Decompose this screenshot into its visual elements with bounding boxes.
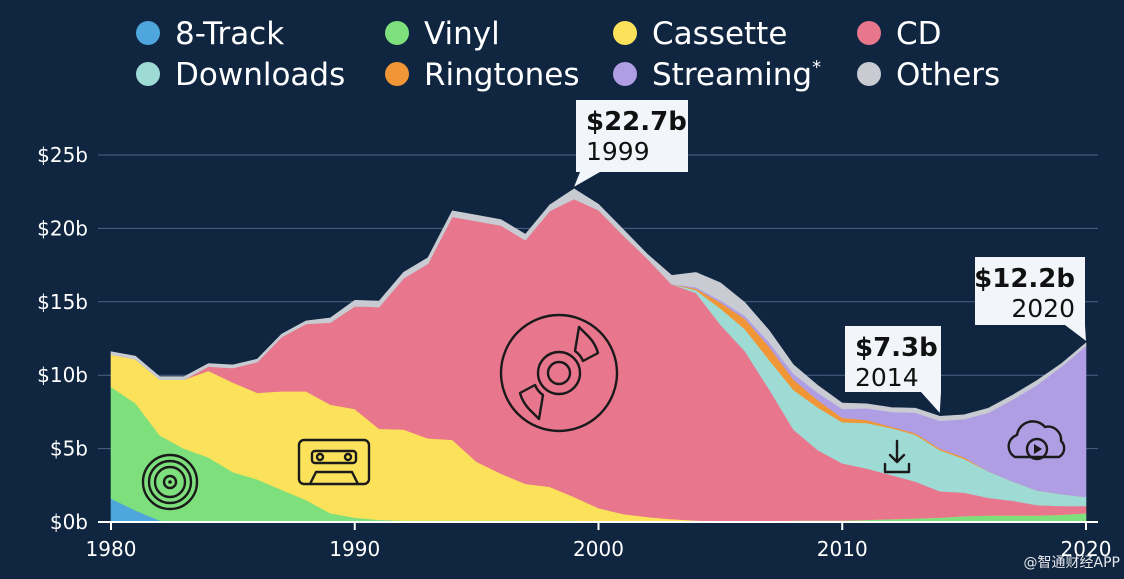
x-tick-label: 2020 <box>1061 537 1112 561</box>
callout-year: 2014 <box>855 363 919 392</box>
legend-swatch <box>136 21 160 45</box>
callout-year: 1999 <box>586 137 650 166</box>
grid: $0b $5b $10b $15b $20b $25b <box>37 143 1098 534</box>
vinyl-record-icon <box>141 453 199 511</box>
legend-label: CD <box>896 16 942 52</box>
y-tick-label: $5b <box>50 437 88 461</box>
legend-swatch <box>613 62 637 86</box>
callout-box <box>576 100 688 172</box>
legend-item-others: Others <box>857 57 1000 93</box>
callout-box <box>845 326 941 392</box>
legend-label: Streaming* <box>652 57 821 93</box>
legend-swatch <box>385 62 409 86</box>
legend-item-cassette: Cassette <box>613 16 787 52</box>
legend-swatch <box>385 21 409 45</box>
callout-pointer <box>574 172 600 187</box>
cloud-streaming-icon <box>1007 420 1066 461</box>
cassette-tape-icon <box>297 438 371 486</box>
download-icon <box>883 439 911 474</box>
legend-label: Others <box>896 57 1000 93</box>
y-tick-label: $10b <box>37 363 88 387</box>
icons <box>141 313 1066 511</box>
compact-disc-icon <box>499 313 619 433</box>
callout-value: $7.3b <box>855 333 938 363</box>
legend-item-streaming: Streaming* <box>613 57 821 93</box>
callout-box <box>975 257 1085 325</box>
y-tick-label: $15b <box>37 290 88 314</box>
x-tick-label: 1980 <box>86 537 137 561</box>
legend-swatch <box>857 62 881 86</box>
y-tick-label: $0b <box>50 510 88 534</box>
legend-item-8-track: 8-Track <box>136 16 284 52</box>
legend-label: Cassette <box>652 16 787 52</box>
legend-swatch <box>136 62 160 86</box>
y-tick-label: $25b <box>37 143 88 167</box>
callout-year: 2020 <box>1011 294 1075 323</box>
callout-value: $22.7b <box>586 107 687 137</box>
legend-item-downloads: Downloads <box>136 57 345 93</box>
legend: 8-Track Vinyl Cassette CD Downloads Ringtones… <box>136 16 1000 93</box>
legend-swatch <box>613 21 637 45</box>
legend-item-vinyl: Vinyl <box>385 16 500 52</box>
callout-pointer <box>921 392 941 413</box>
x-tick-label: 2000 <box>573 537 624 561</box>
legend-label: Downloads <box>175 57 345 93</box>
legend-label: 8-Track <box>175 16 284 52</box>
callout-value: $12.2b <box>974 264 1075 294</box>
legend-label: Ringtones <box>424 57 579 93</box>
watermark: @智通财经APP <box>1024 555 1120 571</box>
area-others <box>110 188 1087 422</box>
legend-label: Vinyl <box>424 16 500 52</box>
axes: 1980 1990 2000 2010 2020 <box>86 521 1112 561</box>
x-tick-label: 2010 <box>817 537 868 561</box>
callout-pointer <box>1065 325 1086 341</box>
y-tick-label: $20b <box>37 216 88 240</box>
legend-item-cd: CD <box>857 16 942 52</box>
legend-swatch <box>857 21 881 45</box>
legend-item-ringtones: Ringtones <box>385 57 579 93</box>
x-tick-label: 1990 <box>329 537 380 561</box>
